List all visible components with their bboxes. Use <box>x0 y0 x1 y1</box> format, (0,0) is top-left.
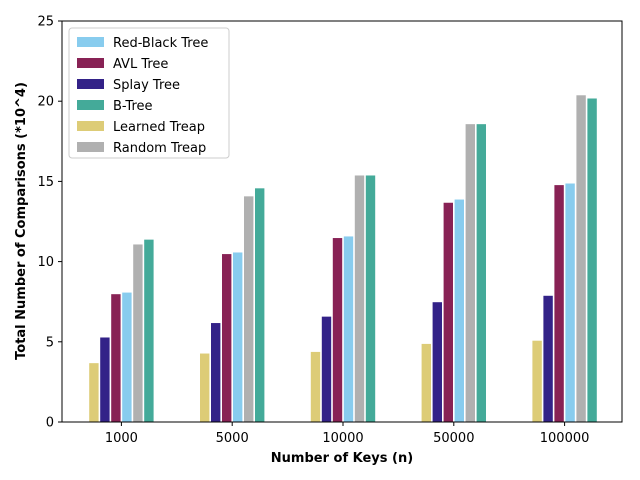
legend-label-learned-treap: Learned Treap <box>113 120 205 135</box>
bar-avl-tree-1000 <box>110 293 122 423</box>
bar-learned-treap-10000 <box>309 350 322 423</box>
x-axis: 1000 5000 10000 50000 100000 <box>105 422 590 446</box>
bar-splay-tree-5000 <box>210 322 222 423</box>
y-tick-label: 20 <box>37 95 54 110</box>
bar-random-treap-50000 <box>464 123 477 423</box>
bar-random-treap-1000 <box>132 243 144 423</box>
y-axis: 0 5 10 15 20 25 <box>37 15 62 431</box>
bar-red-black-tree-1000 <box>121 291 133 423</box>
y-tick-label: 25 <box>37 15 54 30</box>
legend-swatch-b-tree <box>77 100 104 110</box>
bar-learned-treap-100000 <box>531 339 543 423</box>
bar-random-treap-5000 <box>243 195 255 423</box>
bar-avl-tree-50000 <box>442 201 455 423</box>
legend-swatch-splay-tree <box>77 79 104 89</box>
x-tick-label: 10000 <box>322 431 363 446</box>
bar-learned-treap-50000 <box>420 342 433 423</box>
bar-learned-treap-5000 <box>199 352 211 423</box>
legend-swatch-red-black-tree <box>77 37 104 47</box>
bar-splay-tree-1000 <box>99 336 111 423</box>
y-tick-label: 5 <box>46 335 54 350</box>
x-axis-title: Number of Keys (n) <box>271 451 413 466</box>
bar-learned-treap-1000 <box>88 362 100 423</box>
legend-label-splay-tree: Splay Tree <box>113 78 180 93</box>
bar-red-black-tree-10000 <box>342 235 355 423</box>
x-tick-label: 5000 <box>216 431 249 446</box>
bar-red-black-tree-100000 <box>564 182 576 423</box>
bars-group <box>88 94 598 423</box>
y-tick-label: 0 <box>46 416 54 431</box>
legend-label-red-black-tree: Red-Black Tree <box>113 36 208 51</box>
bar-splay-tree-50000 <box>431 301 444 423</box>
x-tick-label: 50000 <box>433 431 474 446</box>
y-tick-label: 10 <box>37 255 54 270</box>
bar-splay-tree-100000 <box>542 294 554 423</box>
bar-avl-tree-100000 <box>553 184 565 423</box>
bar-random-treap-10000 <box>353 174 366 423</box>
bar-red-black-tree-50000 <box>453 198 466 423</box>
bar-b-tree-10000 <box>364 174 377 423</box>
bar-avl-tree-5000 <box>221 253 233 423</box>
legend-box <box>68 27 230 159</box>
x-tick-label: 1000 <box>105 431 138 446</box>
legend-swatch-random-treap <box>77 142 104 152</box>
bar-b-tree-5000 <box>254 187 266 423</box>
y-axis-title: Total Number of Comparisons (*10^4) <box>14 82 29 360</box>
plot-frame <box>61 20 623 423</box>
bar-avl-tree-10000 <box>331 237 344 423</box>
legend-label-avl-tree: AVL Tree <box>113 57 168 72</box>
bar-b-tree-1000 <box>143 238 155 423</box>
legend-label-random-treap: Random Treap <box>113 141 206 156</box>
bar-red-black-tree-5000 <box>232 251 244 423</box>
y-tick-label: 15 <box>37 175 54 190</box>
bar-b-tree-100000 <box>586 97 598 423</box>
legend-label-b-tree: B-Tree <box>113 99 153 114</box>
legend-swatch-avl-tree <box>77 58 104 68</box>
x-tick-label: 100000 <box>540 431 590 446</box>
legend: Red-Black Tree AVL Tree Splay Tree B-Tree Le… <box>68 27 230 159</box>
bar-random-treap-100000 <box>575 94 587 423</box>
bar-b-tree-50000 <box>475 123 488 423</box>
legend-swatch-learned-treap <box>77 121 104 131</box>
bar-splay-tree-10000 <box>320 315 333 423</box>
